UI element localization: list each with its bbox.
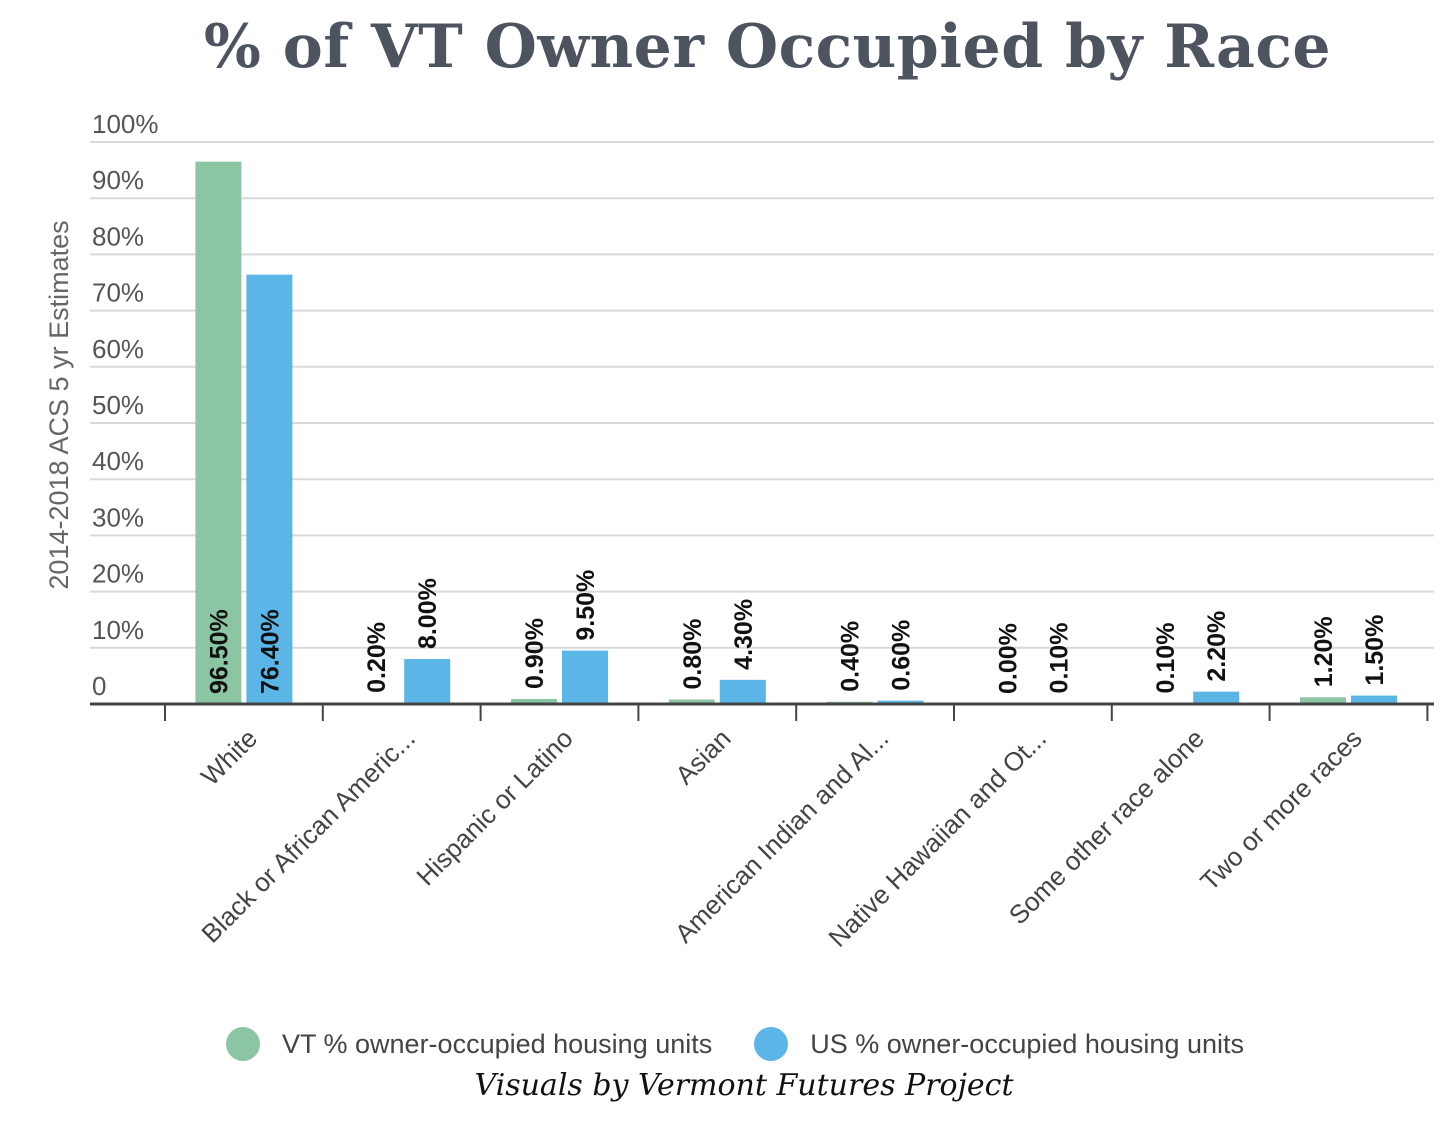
data-label: 8.00%	[414, 578, 442, 649]
data-label: 0.40%	[837, 621, 865, 692]
y-axis-ticks: 0 10% 20% 30% 40% 50% 60% 70% 80% 90% 100%	[92, 109, 159, 701]
bar[interactable]	[404, 659, 451, 704]
y-tick-label: 60%	[92, 334, 144, 364]
y-tick-label: 100%	[92, 109, 159, 139]
legend-label-us: US % owner-occupied housing units	[810, 1028, 1244, 1059]
y-tick-label: 40%	[92, 446, 144, 476]
bars: 96.50% 76.40% 0.20% 8.00% 0.90% 9.50% 0.80% 4.3…	[195, 161, 1397, 705]
data-label: 1.50%	[1361, 615, 1389, 686]
data-label: 9.50%	[572, 570, 600, 641]
data-label: 0.60%	[888, 620, 916, 691]
bar[interactable]	[1300, 697, 1346, 704]
data-label: 0.00%	[994, 623, 1022, 694]
bar[interactable]	[1193, 691, 1240, 704]
y-tick-label: 90%	[92, 165, 144, 195]
credit-caption: Visuals by Vermont Futures Project	[474, 1068, 1014, 1103]
bar[interactable]	[719, 679, 766, 704]
chart-title: % of VT Owner Occupied by Race	[203, 12, 1332, 82]
bar[interactable]	[246, 274, 293, 704]
data-label: 2.20%	[1203, 611, 1231, 682]
bar[interactable]	[195, 161, 242, 705]
data-label: 0.10%	[1045, 623, 1073, 694]
legend-swatch-us	[754, 1027, 789, 1061]
bar[interactable]	[562, 650, 608, 704]
data-label: 1.20%	[1310, 616, 1338, 687]
category-label: Two or more races	[1194, 723, 1367, 896]
y-axis-label: 2014-2018 ACS 5 yr Estimates	[44, 220, 74, 589]
x-axis	[90, 702, 1434, 721]
gridlines	[90, 141, 1434, 649]
y-tick-label: 80%	[92, 221, 144, 251]
legend: VT % owner-occupied housing units US % o…	[0, 1027, 1450, 1061]
bar[interactable]	[511, 698, 557, 704]
legend-label-vt: VT % owner-occupied housing units	[282, 1028, 713, 1059]
bar[interactable]	[877, 700, 924, 704]
legend-item-us[interactable]: US % owner-occupied housing units	[734, 1027, 1244, 1061]
data-label: 76.40%	[256, 609, 284, 694]
category-label: White	[195, 723, 263, 791]
data-label: 96.50%	[205, 609, 233, 694]
y-tick-label: 50%	[92, 390, 144, 420]
category-label: Asian	[669, 723, 736, 790]
data-label: 0.10%	[1152, 623, 1180, 694]
legend-swatch-vt	[226, 1027, 260, 1061]
bar[interactable]	[1351, 695, 1397, 704]
data-label: 4.30%	[730, 599, 758, 670]
bar[interactable]	[668, 699, 715, 704]
legend-item-vt[interactable]: VT % owner-occupied housing units	[206, 1027, 712, 1061]
data-label: 0.20%	[363, 622, 391, 693]
data-label: 0.80%	[679, 619, 707, 690]
category-label: Hispanic or Latino	[410, 723, 578, 891]
y-tick-label: 70%	[92, 278, 144, 308]
y-tick-label: 0	[92, 671, 106, 701]
y-tick-label: 30%	[92, 502, 144, 532]
y-tick-label: 20%	[92, 559, 144, 589]
y-tick-label: 10%	[92, 615, 144, 645]
data-label: 0.90%	[521, 618, 549, 689]
